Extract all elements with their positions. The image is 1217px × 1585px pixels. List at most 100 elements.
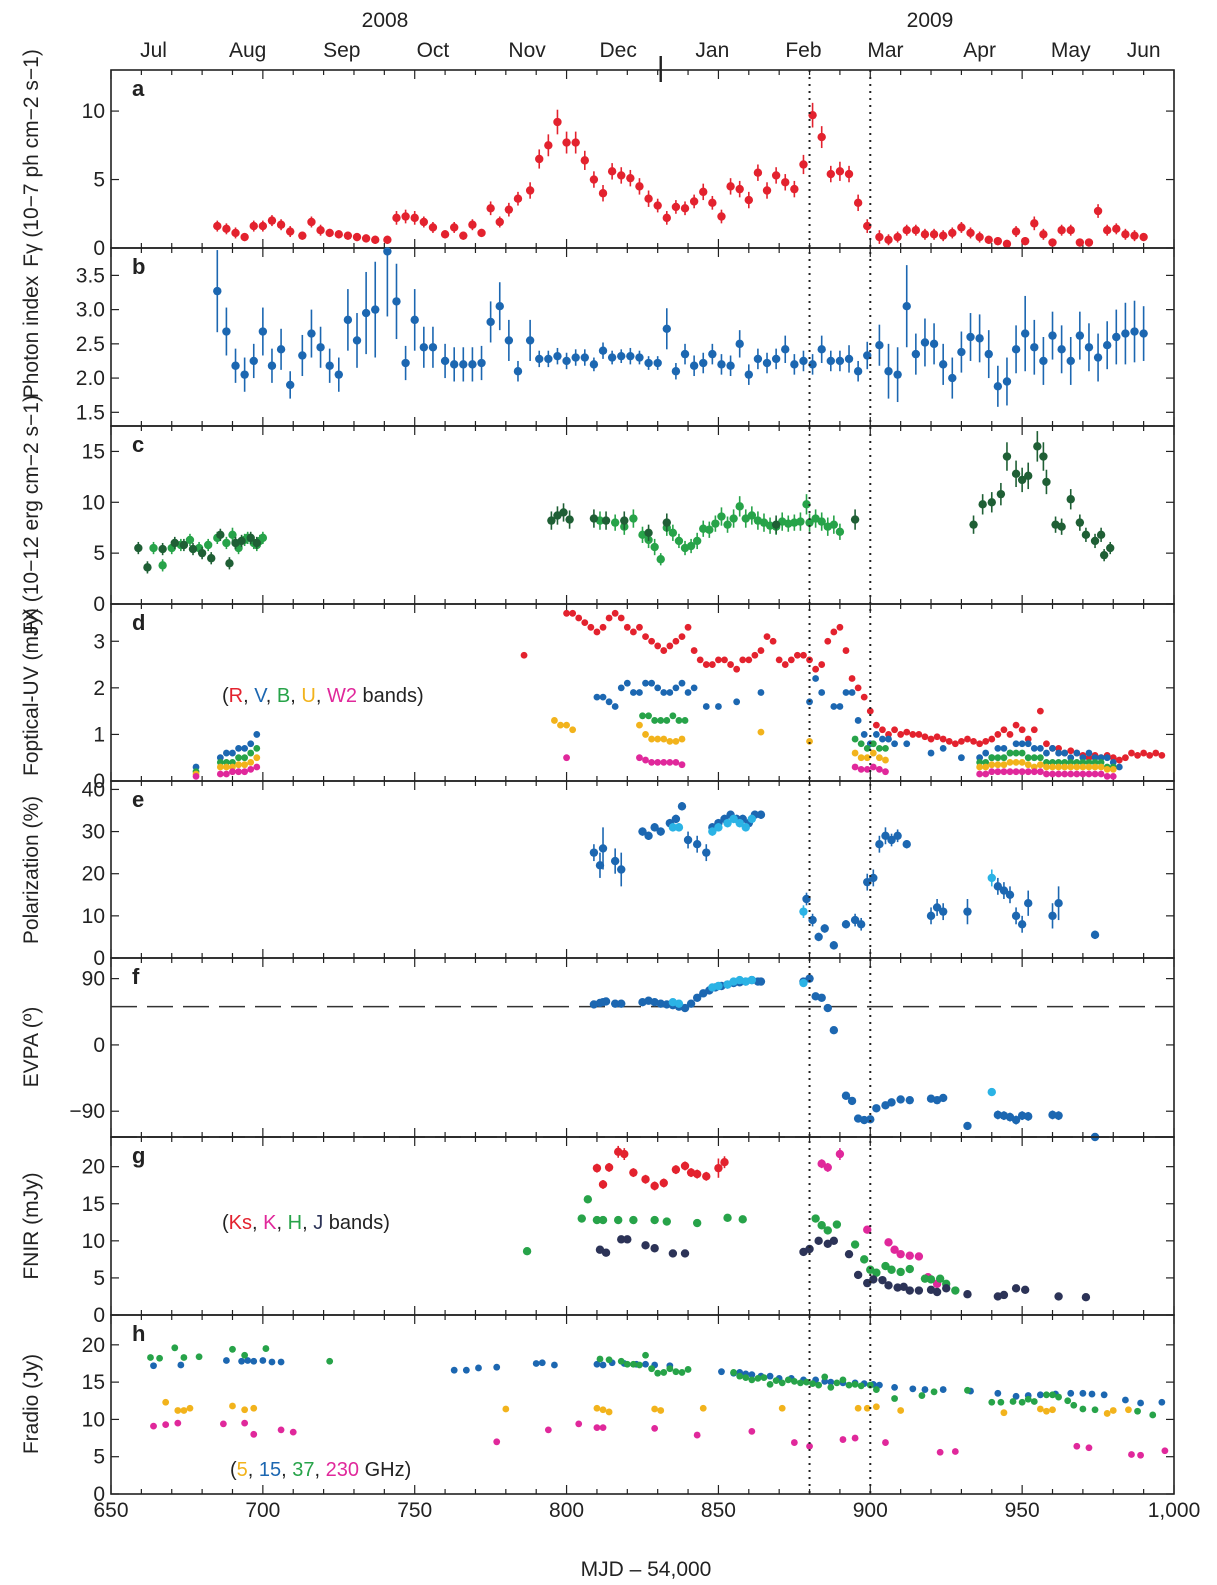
data-point: [1097, 758, 1105, 766]
data-point: [766, 1372, 774, 1380]
data-point: [285, 380, 295, 390]
data-point: [948, 228, 957, 238]
data-point: [735, 818, 744, 828]
data-point: [1109, 765, 1117, 773]
legend-close: bands): [357, 685, 424, 707]
data-point: [683, 835, 693, 845]
data-point: [587, 623, 595, 631]
data-point: [671, 1165, 681, 1174]
data-point: [607, 167, 617, 176]
data-point: [929, 230, 939, 239]
data-point: [468, 220, 477, 229]
data-point: [240, 232, 249, 242]
month-label: Jun: [1127, 39, 1161, 62]
data-point: [751, 651, 759, 659]
data-point: [745, 656, 753, 664]
data-point: [994, 761, 1002, 769]
data-point: [575, 614, 583, 622]
data-point: [790, 184, 799, 194]
data-point: [999, 1290, 1009, 1300]
data-point: [228, 530, 237, 540]
data-point: [241, 1351, 249, 1359]
data-point: [818, 661, 826, 668]
x-tick-labels: 650 700 750 800 850 900 950 1,000: [93, 1499, 1200, 1522]
y-tick-label: 5: [93, 1267, 105, 1290]
data-point: [839, 1376, 847, 1384]
data-point: [657, 1407, 665, 1414]
data-point: [893, 1283, 902, 1292]
data-point: [681, 717, 689, 724]
data-point: [450, 1366, 458, 1374]
data-point: [753, 168, 763, 177]
data-point: [717, 212, 726, 221]
y-tick-label: 15: [82, 1193, 105, 1216]
data-point: [1011, 227, 1021, 236]
data-point: [207, 554, 216, 563]
data-point: [863, 877, 872, 887]
data-point: [668, 528, 678, 537]
data-point: [827, 1378, 835, 1386]
data-point: [186, 1404, 194, 1412]
data-point: [1085, 749, 1093, 757]
data-point: [623, 1360, 631, 1368]
data-point: [253, 731, 261, 738]
data-point: [325, 228, 334, 238]
data-point: [1057, 522, 1066, 531]
data-point: [565, 515, 574, 524]
data-point: [863, 765, 871, 773]
y-tick-label: 90: [82, 968, 105, 991]
data-point: [1085, 763, 1093, 771]
data-point: [352, 232, 362, 242]
data-point: [778, 1379, 786, 1387]
data-point: [495, 301, 504, 311]
data-point: [1128, 749, 1135, 757]
y-tick-label: 1.5: [76, 401, 105, 424]
y-tick-label: 5: [93, 542, 105, 565]
data-point: [1002, 377, 1012, 386]
top-axis-labels: 2008 2009 Jul Aug Sep Oct Nov Dec Jan Feb Mar Apr…: [140, 9, 1160, 62]
data-point: [419, 343, 429, 352]
data-point: [875, 840, 884, 849]
data-point: [1055, 749, 1062, 757]
month-label: Mar: [867, 39, 903, 62]
data-point: [982, 758, 990, 766]
data-point: [617, 351, 626, 361]
data-point: [222, 538, 231, 548]
data-point: [1057, 226, 1066, 235]
data-point: [817, 1221, 826, 1230]
data-point: [440, 356, 450, 366]
data-point: [653, 358, 662, 368]
data-point: [134, 543, 143, 553]
data-point: [1103, 765, 1111, 773]
data-point: [1030, 754, 1038, 762]
data-point: [851, 749, 859, 757]
data-point: [891, 740, 898, 748]
data-point: [1011, 1284, 1021, 1293]
data-point: [726, 361, 735, 370]
data-point: [1085, 770, 1093, 778]
data-point: [982, 738, 990, 745]
data-point: [875, 232, 884, 242]
data-point: [672, 637, 680, 645]
legend-sep: ,: [248, 1459, 259, 1481]
data-point: [636, 754, 643, 762]
panel-a: 0 5 10 a Fγ (10−7 ph cm−2 s−1): [20, 49, 1175, 267]
data-point: [823, 1003, 832, 1013]
data-point: [902, 840, 911, 849]
y-tick-label: 5: [93, 169, 105, 192]
data-point: [678, 735, 686, 743]
data-point: [829, 941, 839, 950]
month-label: Apr: [963, 39, 996, 62]
data-point: [575, 1420, 583, 1428]
data-point: [158, 561, 167, 570]
data-point: [1009, 1398, 1017, 1405]
data-point: [702, 848, 711, 857]
data-point: [216, 763, 224, 771]
data-point: [392, 297, 401, 306]
data-point: [939, 744, 947, 752]
data-point: [1049, 1406, 1056, 1414]
month-label: Aug: [229, 39, 266, 62]
year-label-2008: 2008: [362, 9, 409, 32]
data-point: [793, 651, 801, 659]
